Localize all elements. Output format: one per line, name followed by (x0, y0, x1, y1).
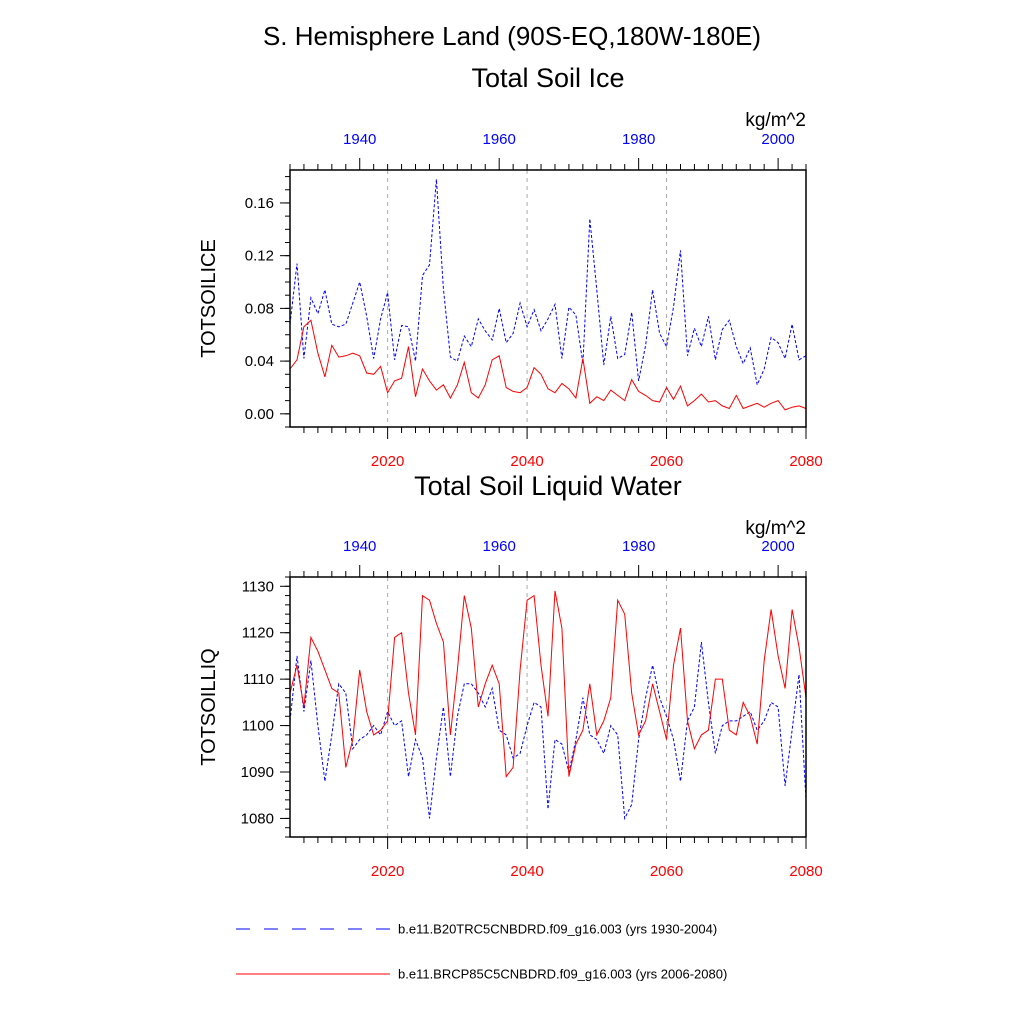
units-label: kg/m^2 (745, 110, 806, 131)
top-x-tick-label: 2000 (761, 131, 794, 148)
y-tick-label: 0.00 (245, 406, 274, 423)
top-x-tick-label: 1960 (483, 131, 516, 148)
top-x-tick-label: 1980 (622, 131, 655, 148)
top-x-tick-label: 1940 (343, 131, 376, 148)
y-tick-label: 0.16 (245, 195, 274, 212)
units-label: kg/m^2 (745, 518, 806, 539)
bottom-x-tick-label: 2060 (650, 863, 683, 880)
chart-title: Total Soil Liquid Water (414, 471, 682, 501)
legend-label-historical: b.e11.B20TRC5CNBDRD.f09_g16.003 (yrs 193… (398, 922, 717, 937)
plot-frame (289, 576, 807, 838)
y-tick-label: 1100 (242, 718, 274, 735)
y-tick-label: 1130 (242, 578, 274, 595)
y-axis-label: TOTSOILICE (198, 239, 220, 358)
series-line-future (289, 319, 807, 411)
series-line-historical (289, 179, 807, 387)
panel-total-soil-ice: Total Soil Ice kg/m^2 TOTSOILICE 0.00 0.04 0.… (198, 63, 823, 470)
series-line-future (289, 590, 807, 778)
y-tick-label: 1080 (241, 810, 274, 827)
y-tick-label: 1090 (241, 764, 274, 781)
y-tick-label: 0.12 (245, 248, 274, 265)
y-axis-label: TOTSOILLIQ (198, 648, 220, 765)
legend-label-future: b.e11.BRCP85C5CNBDRD.f09_g16.003 (yrs 20… (398, 967, 727, 982)
bottom-x-tick-label: 2040 (510, 453, 543, 470)
bottom-x-tick-label: 2080 (789, 863, 822, 880)
y-tick-label: 0.08 (245, 300, 274, 317)
bottom-x-tick-label: 2040 (510, 863, 543, 880)
y-tick-label: 1110 (243, 671, 274, 688)
legend: b.e11.B20TRC5CNBDRD.f09_g16.003 (yrs 193… (236, 922, 727, 982)
chart-title: Total Soil Ice (471, 63, 624, 93)
top-x-tick-label: 2000 (761, 538, 794, 555)
y-tick-label: 0.04 (245, 353, 274, 370)
bottom-x-tick-label: 2020 (371, 863, 404, 880)
top-x-tick-label: 1960 (483, 538, 516, 555)
top-x-tick-label: 1980 (622, 538, 655, 555)
bottom-x-tick-label: 2080 (789, 453, 822, 470)
y-tick-label: 1120 (242, 625, 274, 642)
top-x-tick-label: 1940 (343, 538, 376, 555)
bottom-x-tick-label: 2060 (650, 453, 683, 470)
plot-frame (289, 169, 807, 428)
series-line-historical (289, 641, 807, 821)
panel-total-soil-liquid-water: Total Soil Liquid Water kg/m^2 TOTSOILLIQ 1… (198, 471, 823, 880)
page-title: S. Hemisphere Land (90S-EQ,180W-180E) (263, 21, 761, 51)
bottom-x-tick-label: 2020 (371, 453, 404, 470)
